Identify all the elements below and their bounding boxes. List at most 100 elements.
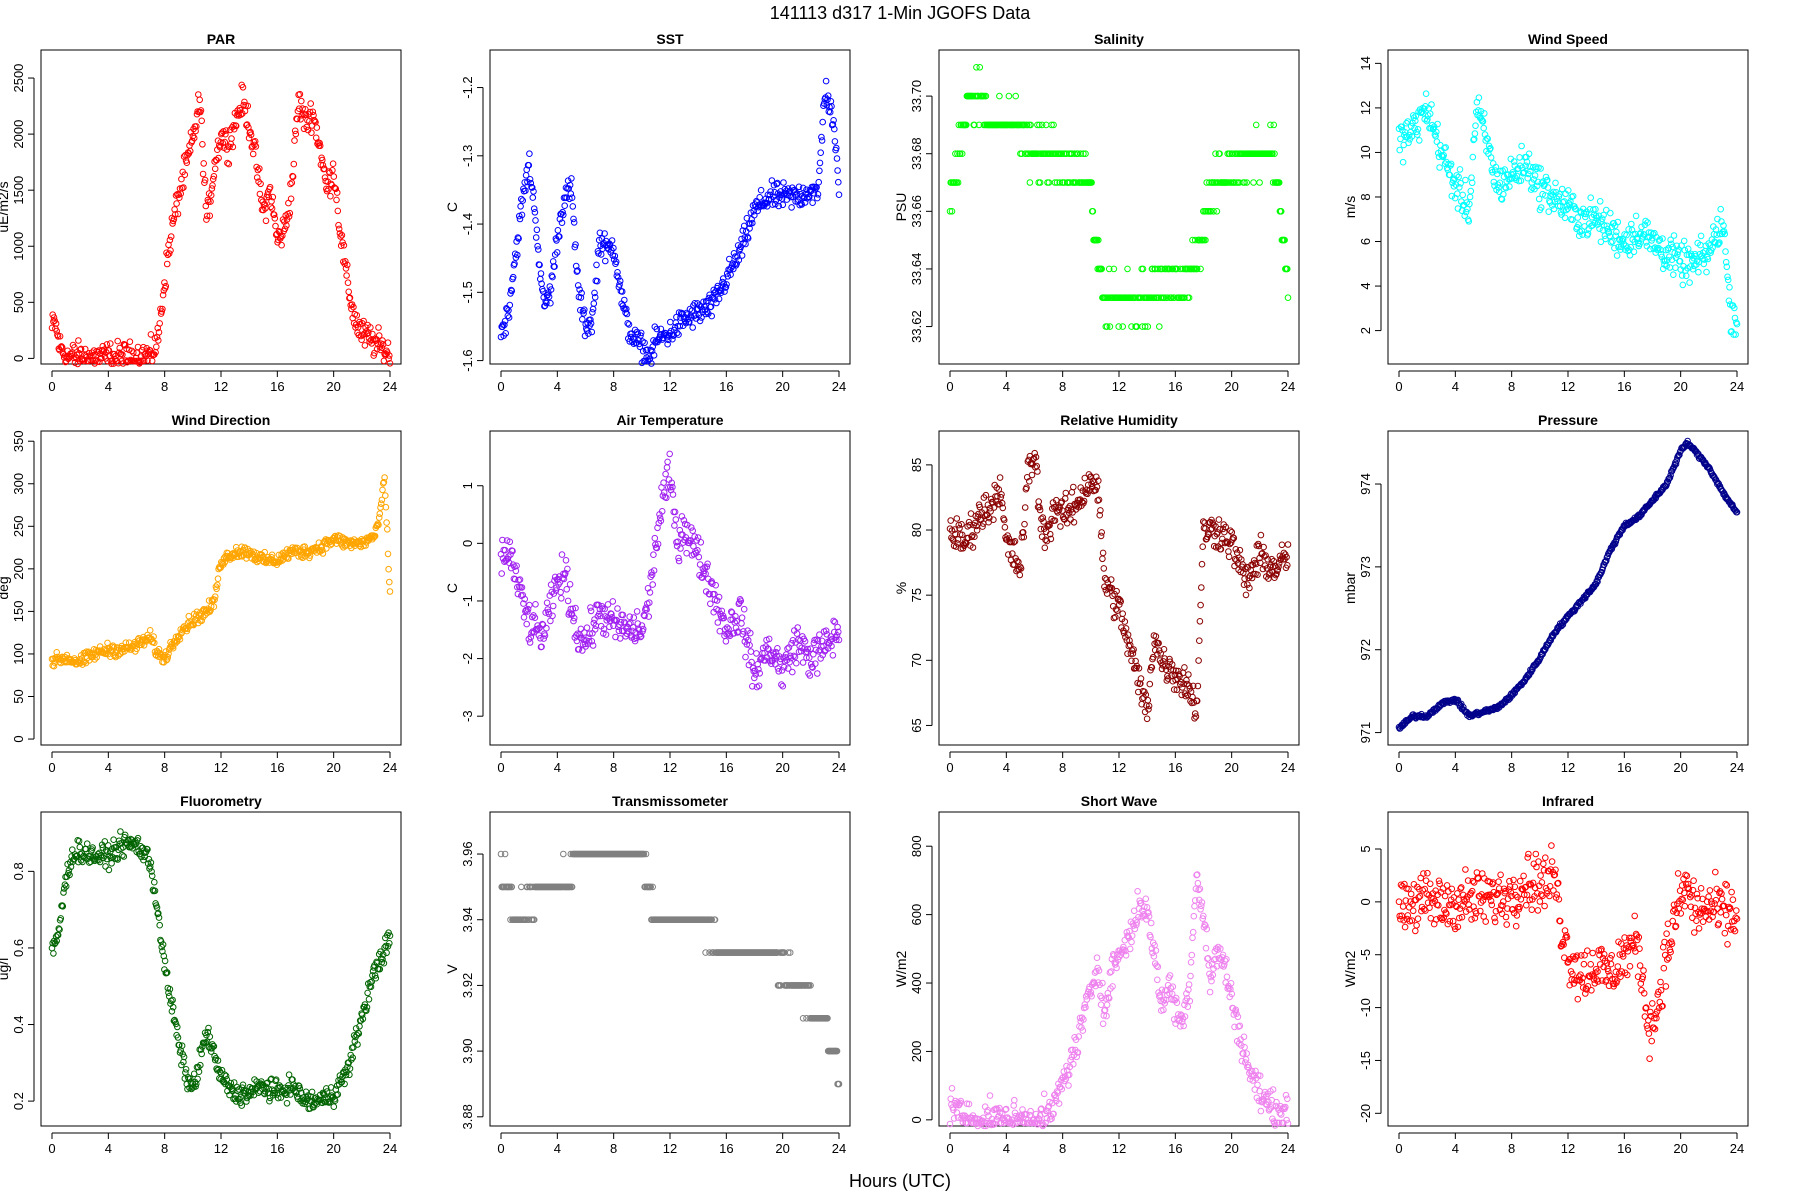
data-point (1672, 264, 1679, 272)
data-point (803, 186, 810, 193)
panel-title: Transmissometer (612, 793, 728, 809)
data-point (588, 328, 596, 336)
data-point (1638, 223, 1645, 231)
data-point (1537, 204, 1545, 211)
data-point (201, 179, 208, 186)
data-point (1663, 256, 1671, 264)
y-tick-label: 33.66 (909, 195, 924, 228)
data-point (1056, 179, 1063, 186)
data-point (833, 144, 840, 152)
x-tick-label: 8 (1059, 760, 1066, 775)
data-points (48, 828, 394, 1113)
data-point (340, 242, 348, 249)
data-point (689, 324, 697, 331)
data-point (527, 633, 535, 641)
data-point (742, 228, 750, 235)
data-point (1533, 182, 1541, 190)
y-tick-label: 33.62 (909, 310, 924, 343)
y-tick-label: 100 (11, 643, 26, 665)
data-point (1405, 139, 1412, 147)
data-point (715, 607, 722, 614)
data-point (1574, 214, 1582, 221)
data-point (1062, 489, 1070, 497)
data-point (153, 343, 160, 351)
data-point (653, 544, 661, 552)
data-point (1496, 179, 1504, 187)
data-point (1612, 232, 1620, 240)
panel-title: Air Temperature (616, 412, 723, 428)
data-point (71, 344, 78, 351)
data-point (337, 242, 345, 249)
data-point (378, 496, 386, 504)
data-point (1726, 284, 1733, 291)
data-point (209, 182, 216, 189)
data-point (208, 185, 216, 192)
data-point (1666, 264, 1674, 271)
data-point (1465, 218, 1473, 225)
data-point (232, 122, 240, 130)
data-point (553, 249, 561, 256)
data-point (266, 183, 274, 191)
data-point (1038, 121, 1046, 129)
data-point (692, 311, 699, 319)
data-point (697, 539, 705, 546)
data-point (637, 332, 644, 339)
data-point (516, 215, 524, 223)
data-point (53, 649, 61, 656)
data-point (530, 205, 538, 212)
data-point (976, 64, 984, 71)
data-point (591, 616, 598, 623)
data-point (1632, 212, 1640, 220)
data-point (732, 613, 739, 620)
x-tick-label: 12 (214, 379, 228, 394)
data-point (1016, 571, 1024, 579)
data-point (48, 324, 56, 332)
data-point (771, 189, 779, 196)
data-point (1544, 176, 1551, 184)
y-tick-label: 33.70 (909, 80, 924, 113)
data-point (739, 631, 747, 638)
data-point (631, 637, 639, 645)
y-tick-label: 250 (11, 515, 26, 537)
data-point (379, 480, 387, 487)
data-point (161, 279, 168, 286)
data-point (616, 635, 624, 642)
panel-title: Salinity (1094, 31, 1144, 47)
data-point (502, 330, 510, 337)
data-point (291, 137, 298, 144)
y-axis-label: deg (0, 576, 11, 599)
data-point (237, 106, 244, 114)
x-tick-label: 4 (105, 760, 112, 775)
data-point (120, 853, 128, 860)
data-point (1270, 121, 1278, 129)
data-point (1535, 195, 1543, 203)
data-point (1584, 230, 1592, 237)
data-point (1462, 176, 1469, 184)
data-point (365, 335, 373, 342)
data-point (549, 273, 556, 281)
data-point (518, 211, 526, 219)
plot-frame (1387, 49, 1749, 365)
data-point (1669, 243, 1676, 251)
data-point (700, 298, 707, 306)
data-points (497, 850, 843, 1088)
data-point (583, 624, 591, 632)
data-point (675, 557, 683, 565)
data-point (531, 209, 539, 216)
data-point (562, 557, 570, 564)
data-point (755, 666, 762, 673)
data-point (1510, 158, 1518, 165)
data-point (271, 215, 279, 222)
y-tick-label: 350 (11, 430, 26, 452)
y-tick-label: 0.2 (11, 1092, 26, 1110)
data-points (497, 450, 843, 691)
x-tick-label: 8 (161, 760, 168, 775)
data-point (589, 642, 597, 649)
data-point (560, 850, 567, 858)
data-point (384, 550, 392, 558)
data-point (614, 605, 621, 612)
x-tick-label: 0 (497, 760, 504, 775)
data-point (296, 90, 304, 98)
data-point (587, 607, 595, 615)
